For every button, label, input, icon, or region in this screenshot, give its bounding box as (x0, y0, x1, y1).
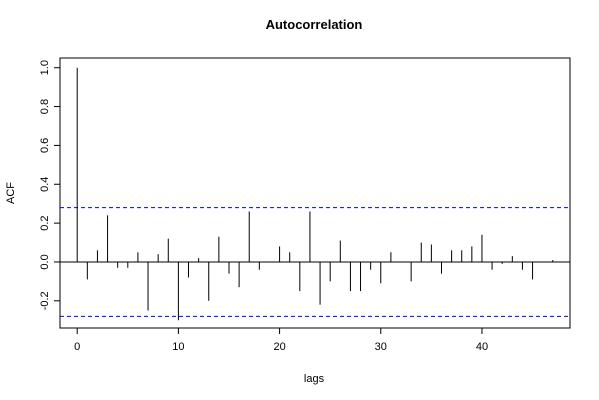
x-tick-label: 30 (375, 341, 387, 353)
x-tick-label: 40 (476, 341, 488, 353)
y-tick-label: 0.4 (39, 177, 51, 192)
chart-title: Autocorrelation (266, 17, 363, 32)
confidence-bands (60, 207, 570, 317)
x-axis: 0 10 20 30 40 (74, 328, 488, 353)
x-tick-label: 0 (74, 341, 80, 353)
x-tick-label: 20 (273, 341, 285, 353)
y-axis: -0.2 0.0 0.2 0.4 0.6 0.8 1.0 (39, 60, 60, 310)
y-tick-label: 0.0 (39, 254, 51, 269)
x-axis-label: lags (304, 373, 325, 385)
acf-bars (76, 67, 554, 321)
y-tick-label: 0.6 (39, 138, 51, 153)
y-axis-label: ACF (5, 182, 17, 204)
y-tick-label: 1.0 (39, 60, 51, 75)
plot-frame (59, 57, 571, 329)
y-tick-label: 0.2 (39, 215, 51, 230)
y-tick-label: -0.2 (39, 291, 51, 310)
x-tick-label: 10 (172, 341, 184, 353)
y-tick-label: 0.8 (39, 99, 51, 114)
